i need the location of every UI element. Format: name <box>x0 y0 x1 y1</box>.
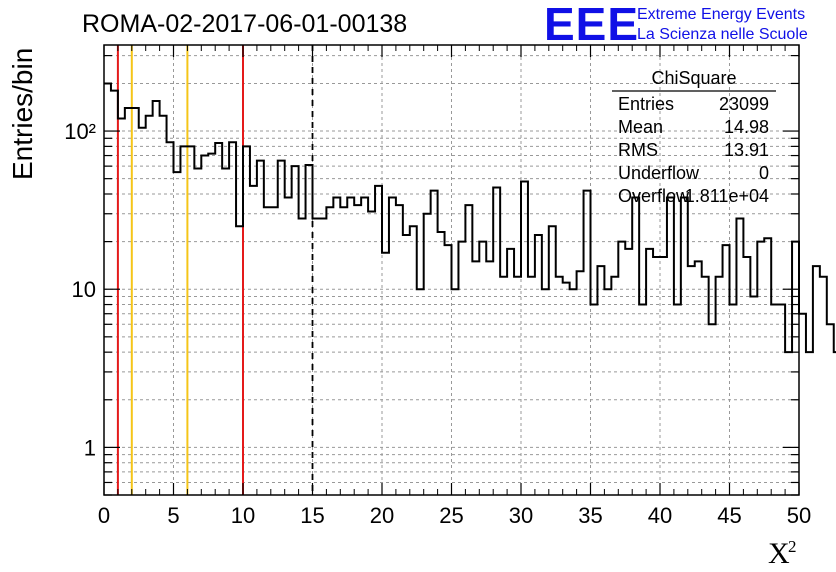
stats-overflow-label: Overflow <box>618 186 690 206</box>
grid-layer <box>104 45 799 496</box>
x-tick-label: 45 <box>717 503 741 528</box>
logo-line-1: Extreme Energy Events <box>637 6 805 23</box>
eee-logo: EEE Extreme Energy Events La Scienza nel… <box>544 0 808 50</box>
x-tick-label: 10 <box>231 503 255 528</box>
x-tick-label: 20 <box>370 503 394 528</box>
stats-underflow-label: Underflow <box>618 163 700 183</box>
stats-overflow-value: 1.811e+04 <box>685 186 769 206</box>
stats-underflow-value: 0 <box>759 163 769 183</box>
x-tick-label: 50 <box>787 503 811 528</box>
logo-line-2: La Scienza nelle Scuole <box>637 26 808 43</box>
stats-entries-value: 23099 <box>719 94 769 114</box>
y-tick-label: 10 <box>72 277 96 302</box>
stats-mean-value: 14.98 <box>724 117 769 137</box>
x-tick-label: 0 <box>98 503 110 528</box>
histogram-outline <box>104 82 836 354</box>
y-tick-label: 10² <box>64 119 96 144</box>
stats-entries-label: Entries <box>618 94 674 114</box>
x-tick-label: 30 <box>509 503 533 528</box>
stats-box: ChiSquare Entries 23099 Mean 14.98 RMS 1… <box>612 68 776 206</box>
y-axis-label: Entries/bin <box>7 48 38 180</box>
x-tick-label: 35 <box>578 503 602 528</box>
x-axis-label-base: X <box>768 537 790 570</box>
x-axis-label: X 2 <box>768 537 797 570</box>
x-tick-label: 25 <box>439 503 463 528</box>
stats-rms-label: RMS <box>618 140 658 160</box>
stats-mean-label: Mean <box>618 117 663 137</box>
x-axis-label-superscript: 2 <box>788 537 797 556</box>
reference-lines <box>116 45 314 495</box>
tick-layer: 0 5 10 15 20 25 30 35 40 45 50 1 10 10² <box>64 45 811 528</box>
logo-mark: EEE <box>544 0 639 50</box>
x-tick-label: 15 <box>300 503 324 528</box>
x-tick-label: 40 <box>648 503 672 528</box>
x-tick-label: 5 <box>167 503 179 528</box>
stats-title: ChiSquare <box>651 68 736 88</box>
histogram-layer <box>104 82 836 354</box>
y-tick-label: 1 <box>84 435 96 460</box>
chart-title: ROMA-02-2017-06-01-00138 <box>82 10 407 38</box>
stats-rms-value: 13.91 <box>724 140 769 160</box>
